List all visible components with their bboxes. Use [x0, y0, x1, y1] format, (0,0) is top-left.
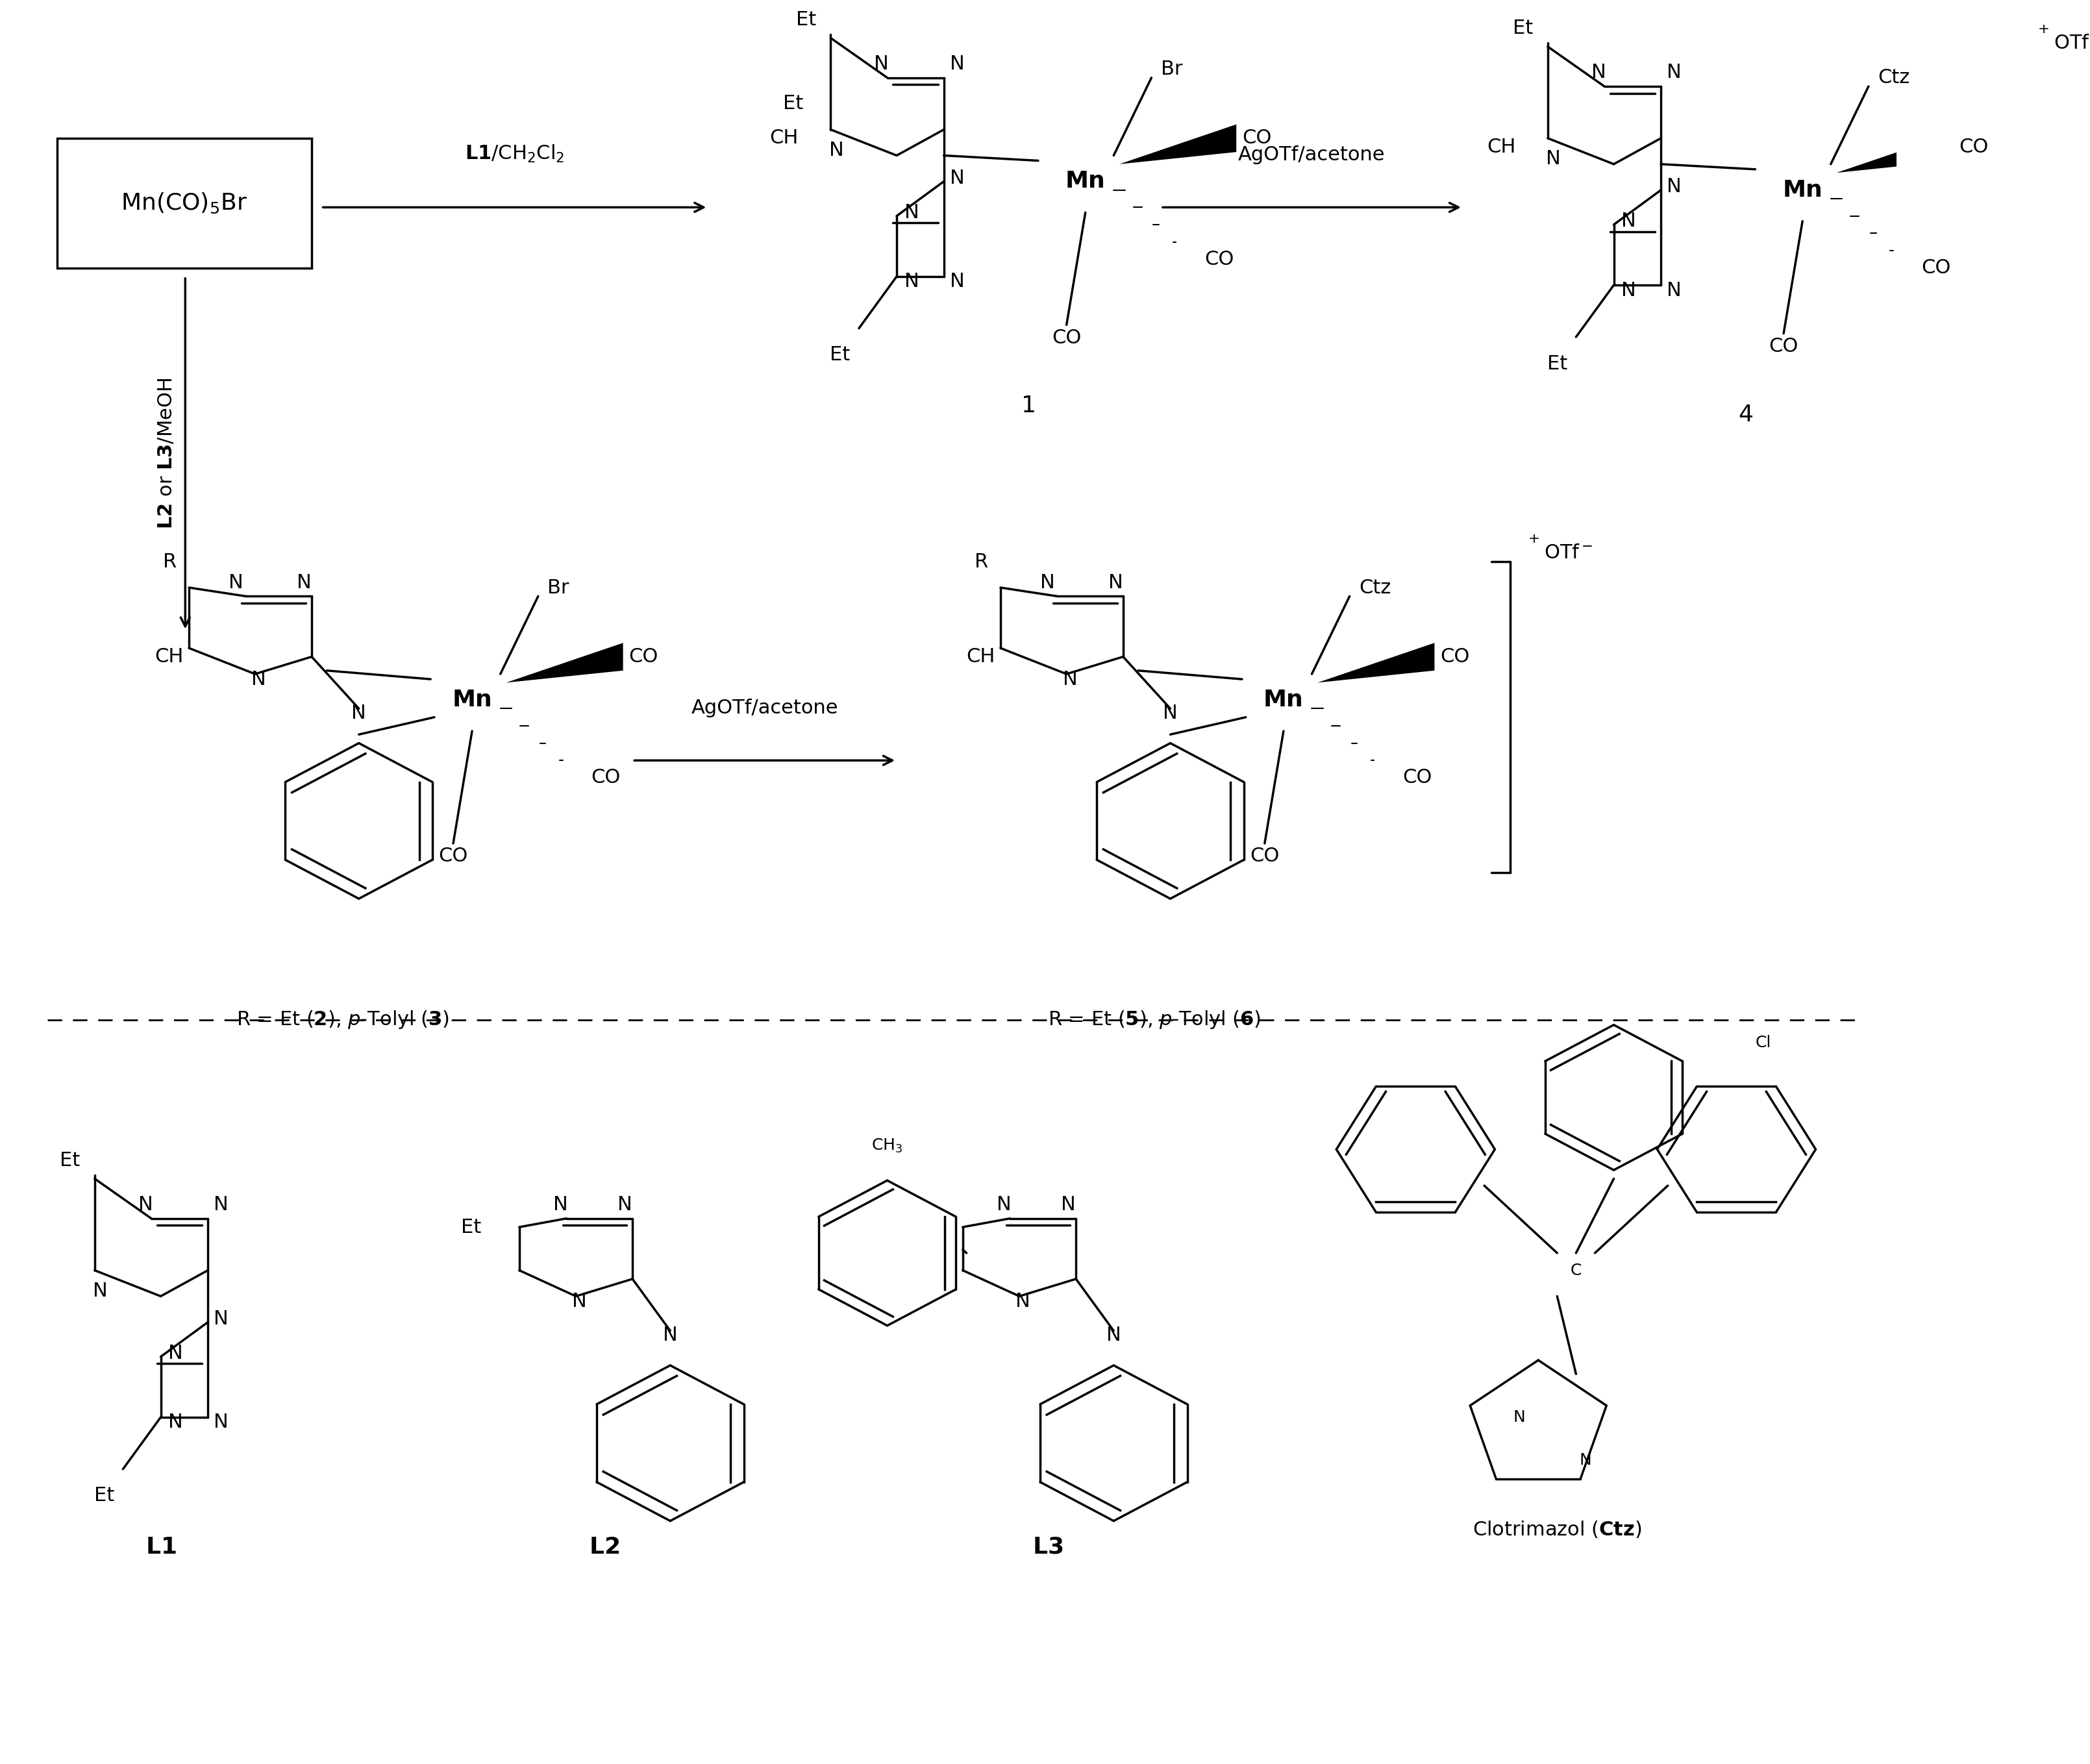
Text: N: N: [1062, 1196, 1076, 1214]
Text: CH: CH: [155, 647, 184, 667]
Text: N: N: [949, 169, 963, 187]
Text: CO: CO: [1958, 138, 1988, 157]
Text: N: N: [228, 573, 245, 591]
Text: OTf$^-$: OTf$^-$: [1545, 543, 1593, 563]
Text: CO: CO: [591, 769, 621, 787]
Text: N: N: [1622, 212, 1636, 231]
Text: CO: CO: [1204, 250, 1233, 268]
Text: Mn: Mn: [451, 690, 491, 711]
Text: CO: CO: [1768, 337, 1797, 356]
Polygon shape: [1317, 642, 1434, 683]
Text: $^+$: $^+$: [1526, 534, 1540, 554]
Text: N: N: [1666, 176, 1682, 196]
Text: N: N: [1108, 573, 1122, 591]
Text: N: N: [949, 55, 963, 74]
Text: CO: CO: [1921, 258, 1950, 277]
Text: AgOTf/acetone: AgOTf/acetone: [692, 699, 838, 718]
Text: Ctz: Ctz: [1358, 579, 1392, 596]
Text: N: N: [554, 1196, 568, 1214]
Polygon shape: [1837, 132, 1954, 173]
Text: OTf$^-$: OTf$^-$: [2054, 34, 2090, 53]
Text: Ctz: Ctz: [1879, 69, 1910, 86]
Text: Mn: Mn: [1783, 178, 1822, 201]
Text: Cl: Cl: [1756, 1035, 1770, 1051]
Text: $\mathbf{L1}$/CH$_2$Cl$_2$: $\mathbf{L1}$/CH$_2$Cl$_2$: [464, 143, 564, 164]
Polygon shape: [1120, 125, 1237, 164]
Text: N: N: [92, 1282, 109, 1300]
Text: CH: CH: [769, 129, 798, 148]
Text: CO: CO: [1051, 328, 1081, 348]
Text: CO: CO: [1241, 129, 1271, 148]
Text: CO: CO: [629, 647, 658, 667]
Text: R = Et ($\mathbf{2}$), $p$-Tolyl ($\mathbf{3}$): R = Et ($\mathbf{2}$), $p$-Tolyl ($\math…: [236, 1009, 449, 1030]
Text: CO: CO: [439, 847, 468, 866]
Text: N: N: [830, 141, 844, 161]
Bar: [56, 138, 311, 268]
Text: N: N: [213, 1196, 228, 1214]
Text: N: N: [213, 1413, 228, 1432]
Text: N: N: [1666, 64, 1682, 81]
Text: Et: Et: [1513, 19, 1534, 39]
Text: Et: Et: [796, 11, 817, 30]
Text: CH: CH: [1486, 138, 1515, 157]
Polygon shape: [506, 642, 623, 683]
Text: $\mathbf{L2}$: $\mathbf{L2}$: [589, 1536, 619, 1558]
Text: N: N: [1622, 280, 1636, 300]
Text: N: N: [1016, 1291, 1030, 1311]
Text: $^+$: $^+$: [2034, 25, 2048, 44]
Text: N: N: [297, 573, 311, 591]
Text: N: N: [905, 203, 920, 222]
Text: N: N: [1162, 704, 1177, 723]
Text: 1: 1: [1022, 395, 1037, 416]
Text: N: N: [169, 1413, 184, 1432]
Text: CH$_3$: CH$_3$: [872, 1138, 903, 1154]
Text: Et: Et: [784, 93, 803, 113]
Text: CO: CO: [1440, 647, 1469, 667]
Text: Br: Br: [548, 579, 568, 596]
Text: N: N: [663, 1327, 677, 1344]
Text: N: N: [1041, 573, 1055, 591]
Text: N: N: [138, 1196, 153, 1214]
Text: CO: CO: [1250, 847, 1279, 866]
Text: Mn: Mn: [1066, 171, 1106, 192]
Text: $\mathbf{L2}$ or $\mathbf{L3}$/MeOH: $\mathbf{L2}$ or $\mathbf{L3}$/MeOH: [157, 377, 176, 529]
Text: Et: Et: [1547, 355, 1568, 372]
Text: N: N: [213, 1309, 228, 1328]
Text: N: N: [169, 1344, 184, 1362]
Text: AgOTf/acetone: AgOTf/acetone: [1237, 145, 1386, 164]
Text: N: N: [997, 1196, 1012, 1214]
Text: N: N: [905, 272, 920, 291]
Text: C: C: [1570, 1263, 1582, 1279]
Text: N: N: [1106, 1327, 1120, 1344]
Text: N: N: [874, 55, 888, 74]
Text: R = Et ($\mathbf{5}$), $p$-Tolyl ($\mathbf{6}$): R = Et ($\mathbf{5}$), $p$-Tolyl ($\math…: [1047, 1009, 1260, 1030]
Text: Et: Et: [94, 1487, 115, 1505]
Text: N: N: [1666, 280, 1682, 300]
Text: Et: Et: [462, 1217, 481, 1237]
Text: R: R: [974, 552, 989, 572]
Text: Br: Br: [1160, 60, 1183, 78]
Text: 4: 4: [1739, 404, 1754, 425]
Text: Clotrimazol ($\mathbf{Ctz}$): Clotrimazol ($\mathbf{Ctz}$): [1473, 1519, 1643, 1540]
Text: N: N: [351, 704, 366, 723]
Text: N: N: [1580, 1452, 1593, 1468]
Text: N: N: [949, 272, 963, 291]
Text: N: N: [251, 670, 265, 688]
Text: CH: CH: [966, 647, 995, 667]
Text: N: N: [573, 1291, 587, 1311]
Text: N: N: [1064, 670, 1078, 688]
Text: N: N: [1590, 64, 1605, 81]
Text: $\mathbf{L1}$: $\mathbf{L1}$: [144, 1536, 176, 1558]
Text: R: R: [163, 552, 178, 572]
Text: N: N: [1547, 150, 1561, 168]
Text: Mn(CO)$_5$Br: Mn(CO)$_5$Br: [121, 191, 247, 215]
Text: N: N: [619, 1196, 633, 1214]
Text: Mn: Mn: [1264, 690, 1304, 711]
Text: N: N: [1513, 1409, 1526, 1425]
Text: $\mathbf{L3}$: $\mathbf{L3}$: [1032, 1536, 1064, 1558]
Text: Et: Et: [830, 346, 851, 365]
Text: CO: CO: [1402, 769, 1432, 787]
Text: Et: Et: [61, 1152, 79, 1170]
